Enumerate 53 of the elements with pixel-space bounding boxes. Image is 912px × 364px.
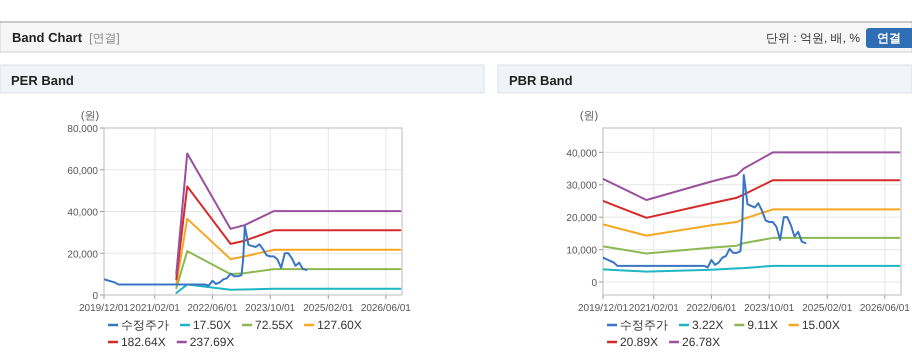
x-tick-label: 2022/06/01 <box>187 303 238 314</box>
legend-label: 26.78X <box>682 335 720 349</box>
y-tick-label: 80,000 <box>67 124 98 135</box>
line-series <box>104 225 308 287</box>
text: Band Chart <box>12 30 83 45</box>
x-tick-label: 2025/02/01 <box>303 303 354 314</box>
line-series <box>175 185 402 280</box>
x-tick-label: 2019/12/01 <box>78 303 130 314</box>
legend-label: 20.89X <box>620 335 658 349</box>
legend-label: 72.55X <box>255 318 294 332</box>
legend-label: 17.50X <box>193 318 232 332</box>
legend-label: 9.11X <box>747 318 778 332</box>
y-tick-label: 0 <box>591 278 598 290</box>
x-tick-label: 2022/06/01 <box>686 303 737 314</box>
x-tick-label: 2019/12/01 <box>578 303 628 314</box>
x-tick-label: 2021/02/01 <box>628 303 680 314</box>
legend-label: 15.00X <box>802 318 840 332</box>
chart-title: PER Band <box>11 73 74 88</box>
x-tick-label: 2021/02/01 <box>130 303 180 314</box>
text: [연결] <box>89 31 120 45</box>
y-tick-label: 40,000 <box>67 208 98 218</box>
line-series <box>175 152 402 276</box>
legend-label: 수정주가 <box>620 318 668 332</box>
line-series <box>175 284 402 294</box>
y-tick-label: 40,000 <box>566 148 598 160</box>
line-series <box>175 250 402 290</box>
chart-title: PBR Band <box>509 73 573 88</box>
y-tick-label: 60,000 <box>67 166 98 177</box>
y-tick-label: 20,000 <box>566 213 598 224</box>
y-tick-label: 20,000 <box>67 249 98 260</box>
x-tick-label: 2023/10/01 <box>245 303 296 314</box>
y-tick-label: 30,000 <box>566 180 598 192</box>
line-series <box>603 174 806 268</box>
y-axis-title: (원) <box>580 110 598 122</box>
x-tick-label: 2026/06/01 <box>360 303 412 314</box>
legend-label: 237.69X <box>190 335 234 349</box>
line-series <box>603 179 900 219</box>
line-series <box>603 151 900 201</box>
line-series <box>603 208 900 237</box>
y-axis-title: (원) <box>80 110 100 122</box>
line-series <box>603 236 900 254</box>
legend-label: 127.60X <box>317 318 362 332</box>
x-tick-label: 2025/02/01 <box>802 303 853 314</box>
legend-label: 수정주가 <box>121 318 169 332</box>
legend-label: 3.22X <box>692 318 724 332</box>
line-series <box>175 218 402 286</box>
y-tick-label: 0 <box>92 291 98 302</box>
legend-label: 182.64X <box>121 335 166 349</box>
text: 연결 <box>877 31 901 45</box>
y-tick-label: 10,000 <box>566 246 598 257</box>
text: 단위 : 억원, 배, % <box>766 31 860 45</box>
x-tick-label: 2023/10/01 <box>744 303 795 314</box>
x-tick-label: 2026/06/01 <box>860 303 910 314</box>
